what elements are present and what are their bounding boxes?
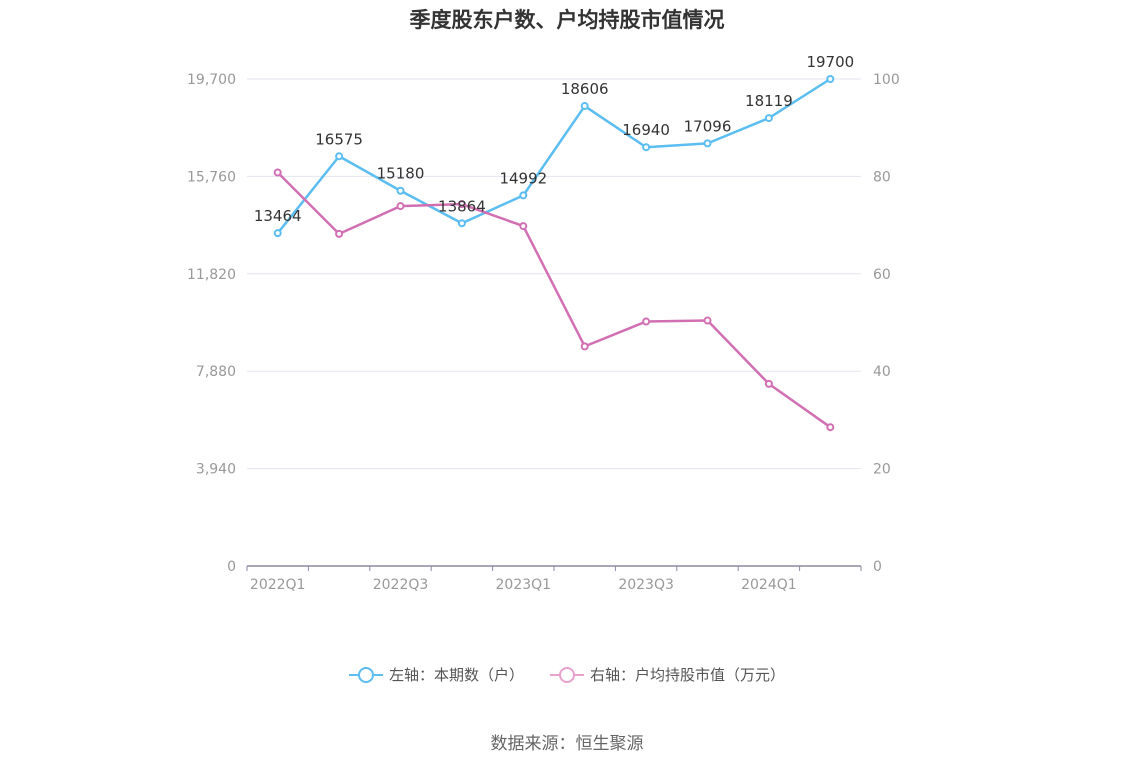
households-data-label: 15180: [377, 165, 425, 183]
y-left-tick-label: 19,700: [187, 72, 236, 88]
households-point: [335, 152, 344, 161]
y-left-tick-label: 7,880: [196, 364, 236, 380]
x-tick-label: 2023Q1: [496, 577, 552, 593]
households-data-label: 17096: [684, 117, 732, 135]
series: [273, 75, 835, 432]
avg-value-point: [703, 316, 712, 325]
avg-value-point: [519, 222, 528, 231]
households-data-label: 16575: [315, 130, 363, 148]
households-data-label: 13464: [254, 207, 302, 225]
households-point: [580, 102, 589, 111]
households-point: [826, 75, 835, 83]
y-right-tick-label: 100: [873, 72, 900, 88]
households-point: [519, 191, 528, 200]
x-tick-label: 2023Q3: [618, 577, 674, 593]
avg-value-point: [273, 168, 282, 177]
avg-value-point: [580, 342, 589, 351]
y-right-tick-label: 20: [873, 462, 891, 478]
households-data-label: 16940: [622, 121, 670, 139]
households-point: [764, 114, 773, 123]
households-point: [642, 143, 651, 152]
y-left-tick-label: 0: [227, 559, 236, 575]
households-data-label: 18119: [745, 92, 793, 110]
avg-value-point: [764, 379, 773, 388]
x-tick-label: 2022Q1: [250, 577, 306, 593]
households-data-label: 18606: [561, 80, 609, 98]
households-data-label: 19700: [806, 53, 854, 71]
y-left-tick-label: 15,760: [187, 169, 236, 185]
y-right-tick-label: 60: [873, 267, 891, 283]
households-point: [457, 219, 466, 228]
y-right-tick-label: 80: [873, 169, 891, 185]
legend: 左轴：本期数（户） 右轴：户均持股市值（万元）: [0, 664, 1134, 685]
avg-value-point: [335, 229, 344, 238]
legend-item-households[interactable]: 左轴：本期数（户）: [348, 664, 524, 685]
avg-value-point: [457, 200, 466, 209]
households-data-label: 14992: [499, 169, 547, 187]
avg-value-point: [826, 423, 835, 432]
households-data-label: 13864: [438, 197, 486, 215]
households-point: [273, 229, 282, 238]
households-line: [276, 77, 831, 234]
data-labels: 13464 16575 15180 13864 14992 18606 16940 17096…: [254, 53, 854, 225]
legend-item-avg-value[interactable]: 右轴：户均持股市值（万元）: [550, 664, 785, 685]
x-tick-label: 2024Q1: [741, 577, 797, 593]
legend-swatch-blue: [348, 666, 383, 683]
x-tick-label: 2022Q3: [373, 577, 429, 593]
axes: 0 0 3,940 20 7,880 40 11,820 60 15,760 80 19,700 10…: [187, 72, 900, 593]
avg-value-line: [276, 171, 832, 429]
avg-value-point: [396, 202, 405, 211]
legend-label-avg-value: 右轴：户均持股市值（万元）: [590, 666, 786, 684]
households-point: [703, 139, 712, 148]
y-left-tick-label: 3,940: [196, 462, 236, 478]
legend-swatch-pink: [550, 666, 584, 683]
households-point: [396, 186, 405, 195]
legend-label-households: 左轴：本期数（户）: [388, 666, 524, 684]
y-right-tick-label: 40: [873, 364, 891, 380]
avg-value-point: [642, 317, 651, 326]
grid-lines: [247, 78, 861, 470]
y-left-tick-label: 11,820: [187, 267, 236, 283]
data-source: 数据来源：恒生聚源: [490, 734, 644, 754]
y-right-tick-label: 0: [873, 559, 882, 575]
chart-title: 季度股东户数、户均持股市值情况: [409, 8, 725, 32]
